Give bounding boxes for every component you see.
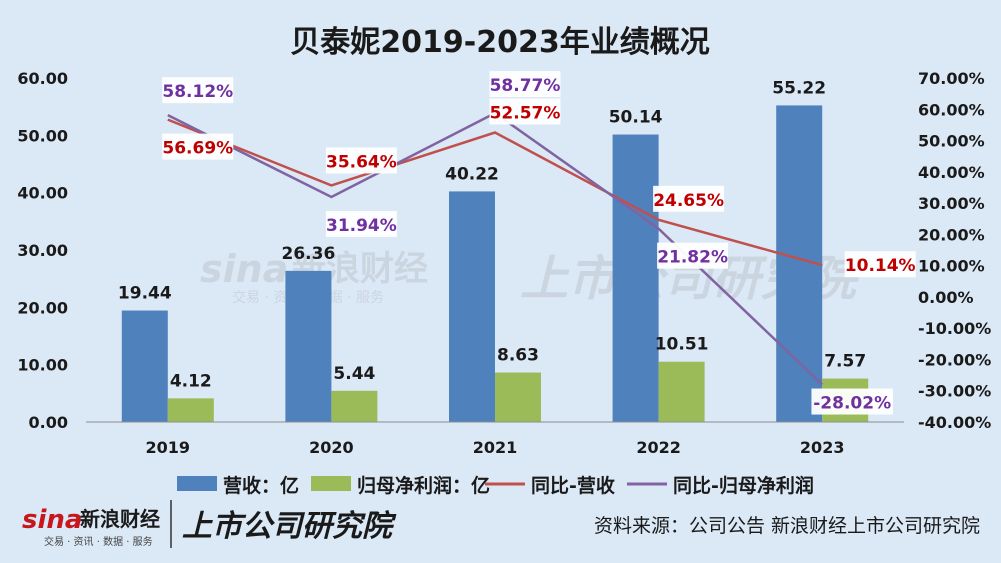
legend: 营收：亿 归母净利润：亿 同比-营收 同比-归母净利润 <box>177 474 814 497</box>
line-data-label: 56.69% <box>162 139 233 159</box>
bar-net-profit <box>167 398 214 422</box>
y-right-tick-label: 50.00% <box>918 132 985 151</box>
footer-sina-sub: 交易 · 资讯 · 数据 · 服务 <box>44 535 153 548</box>
line-label-box <box>489 71 561 98</box>
y-right-tick-label: -40.00% <box>918 413 991 432</box>
y-right-tick-label: 0.00% <box>918 288 974 307</box>
bar-revenue <box>285 270 332 422</box>
y-right-tick-label: -30.00% <box>918 382 991 401</box>
line-label-box <box>325 211 397 238</box>
legend-label: 营收：亿 <box>223 474 299 497</box>
bar-net-profit <box>331 390 378 422</box>
line-data-label: 31.94% <box>326 216 397 236</box>
y-left-tick-label: 40.00 <box>17 184 68 203</box>
bar-data-label: 10.51 <box>655 335 709 355</box>
line-data-label: 24.65% <box>653 191 724 211</box>
y-left-tick-label: 50.00 <box>17 126 68 145</box>
y-right-tick-label: 40.00% <box>918 163 985 182</box>
bar-data-label: 50.14 <box>609 108 663 128</box>
plot-area: 0.00 10.00 20.00 30.00 40.00 50.00 60.00 -40.00… <box>17 69 991 457</box>
line-data-label: -28.02% <box>813 394 891 414</box>
bar-data-label: 55.22 <box>772 78 826 98</box>
x-tick-label: 2022 <box>636 438 681 457</box>
bar-data-label: 4.12 <box>170 371 212 391</box>
line-revenue-yoy <box>167 118 823 267</box>
bar-data-label: 26.36 <box>282 244 336 264</box>
x-tick-label: 2023 <box>800 438 845 457</box>
watermark-sina-logo: sina <box>200 247 288 291</box>
bar-revenue <box>612 134 659 422</box>
line-data-label: 10.14% <box>845 256 916 276</box>
y-right-tick-label: 20.00% <box>918 225 985 244</box>
bar-data-label: 8.63 <box>497 346 539 366</box>
line-label-box <box>657 242 729 269</box>
y-right-tick-label: 30.00% <box>918 194 985 213</box>
data-source: 资料来源：公司公告 新浪财经上市公司研究院 <box>594 515 980 537</box>
bar-data-label: 19.44 <box>118 284 172 304</box>
bar-data-label: 7.57 <box>824 352 866 372</box>
line-data-label: 21.82% <box>657 248 728 268</box>
bar-net-profit <box>658 361 705 422</box>
footer-sina-text: 新浪财经 <box>80 507 160 531</box>
y-left-tick-label: 10.00 <box>17 356 68 375</box>
bar-revenue <box>121 310 168 422</box>
footer: sina 新浪财经 交易 · 资讯 · 数据 · 服务 上市公司研究院 资料来源… <box>22 500 980 548</box>
footer-brand: 上市公司研究院 <box>182 509 397 544</box>
y-right-tick-label: -20.00% <box>918 350 991 369</box>
line-label-box <box>811 388 893 415</box>
legend-label: 归母净利润：亿 <box>357 474 490 497</box>
chart-title: 贝泰妮2019-2023年业绩概况 <box>290 25 709 60</box>
y-right-tick-label: 70.00% <box>918 69 985 88</box>
bar-net-profit <box>495 372 541 422</box>
y-left-tick-label: 60.00 <box>17 69 68 88</box>
line-data-label: 35.64% <box>326 152 397 172</box>
line-data-label: 52.57% <box>490 104 561 124</box>
line-label-box <box>653 185 725 212</box>
y-left-tick-label: 20.00 <box>17 298 68 317</box>
line-label-box <box>162 133 234 160</box>
line-label-box <box>844 251 916 278</box>
legend-swatch <box>177 476 217 491</box>
footer-sina-logo: sina <box>22 505 82 535</box>
y-left-tick-label: 0.00 <box>29 413 68 432</box>
y-left-tick-label: 30.00 <box>17 241 68 260</box>
legend-swatch <box>311 476 351 491</box>
y-right-tick-label: 10.00% <box>918 257 985 276</box>
bar-data-label: 5.44 <box>333 364 375 384</box>
y-right-tick-label: 60.00% <box>918 100 985 119</box>
x-tick-label: 2020 <box>309 438 354 457</box>
line-label-box <box>162 77 234 104</box>
line-data-label: 58.77% <box>490 76 561 96</box>
line-label-box <box>325 147 397 174</box>
x-tick-label: 2021 <box>473 438 518 457</box>
line-label-box <box>489 98 561 125</box>
line-data-label: 58.12% <box>162 82 233 102</box>
legend-label: 同比-归母净利润 <box>673 474 814 497</box>
bar-revenue <box>449 191 495 422</box>
legend-label: 同比-营收 <box>531 474 615 497</box>
x-tick-label: 2019 <box>146 438 191 457</box>
bar-data-label: 40.22 <box>445 164 499 184</box>
y-right-tick-label: -10.00% <box>918 319 991 338</box>
